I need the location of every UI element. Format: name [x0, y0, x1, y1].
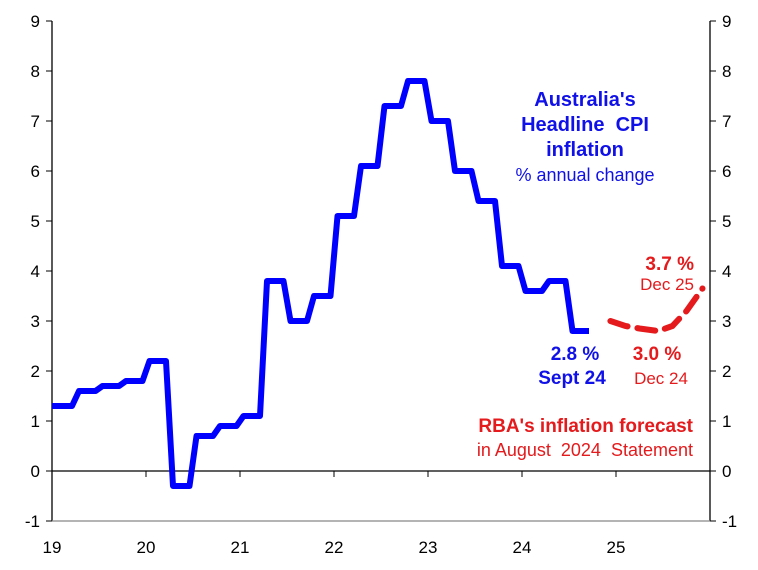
- title-line-1: Australia's: [534, 89, 635, 111]
- y-tick-label-left: 1: [31, 412, 40, 431]
- forecast-line: [607, 285, 706, 335]
- forecast-note-line-1: RBA's inflation forecast: [478, 416, 693, 437]
- x-tick-label: 21: [231, 538, 250, 557]
- x-tick-label: 19: [43, 538, 62, 557]
- y-tick-label-right: 0: [722, 462, 731, 481]
- y-tick-label-left: 3: [31, 312, 40, 331]
- y-tick-label-right: 7: [722, 112, 731, 131]
- y-tick-label-right: 2: [722, 362, 731, 381]
- y-tick-label-right: 1: [722, 412, 731, 431]
- dec25-value-label: 3.7 %: [645, 254, 694, 275]
- x-tick-label: 24: [513, 538, 532, 557]
- tick-labels: -1 -10 01 12 23 34 45 56 67 78 89 919 20 21 22 23 24 25: [25, 12, 737, 557]
- dec24-value-label: 3.0 %: [633, 344, 682, 365]
- y-tick-label-left: 9: [31, 12, 40, 31]
- y-tick-label-left: -1: [25, 512, 40, 531]
- y-tick-label-left: 4: [31, 262, 40, 281]
- actual-cpi-line: [52, 78, 589, 489]
- axes: [46, 20, 716, 522]
- y-tick-label-left: 8: [31, 62, 40, 81]
- dec25-date-label: Dec 25: [640, 275, 694, 294]
- x-tick-label: 22: [325, 538, 344, 557]
- x-tick-label: 20: [137, 538, 156, 557]
- y-tick-label-left: 7: [31, 112, 40, 131]
- x-tick-label: 25: [607, 538, 626, 557]
- y-tick-label-right: 6: [722, 162, 731, 181]
- y-tick-label-right: 9: [722, 12, 731, 31]
- y-tick-label-left: 0: [31, 462, 40, 481]
- actual-date-label: Sept 24: [538, 368, 606, 389]
- y-tick-label-right: -1: [722, 512, 737, 531]
- y-tick-label-right: 5: [722, 212, 731, 231]
- y-tick-label-right: 8: [722, 62, 731, 81]
- y-tick-label-left: 6: [31, 162, 40, 181]
- title-line-2: Headline CPI: [521, 114, 649, 136]
- y-tick-label-right: 4: [722, 262, 731, 281]
- y-tick-label-left: 5: [31, 212, 40, 231]
- y-tick-label-right: 3: [722, 312, 731, 331]
- dec24-date-label: Dec 24: [634, 369, 688, 388]
- forecast-note-line-2: in August 2024 Statement: [477, 440, 693, 460]
- actual-value-label: 2.8 %: [551, 344, 600, 365]
- y-tick-label-left: 2: [31, 362, 40, 381]
- title-line-3: inflation: [546, 139, 624, 161]
- x-tick-label: 23: [419, 538, 438, 557]
- subtitle: % annual change: [515, 165, 654, 185]
